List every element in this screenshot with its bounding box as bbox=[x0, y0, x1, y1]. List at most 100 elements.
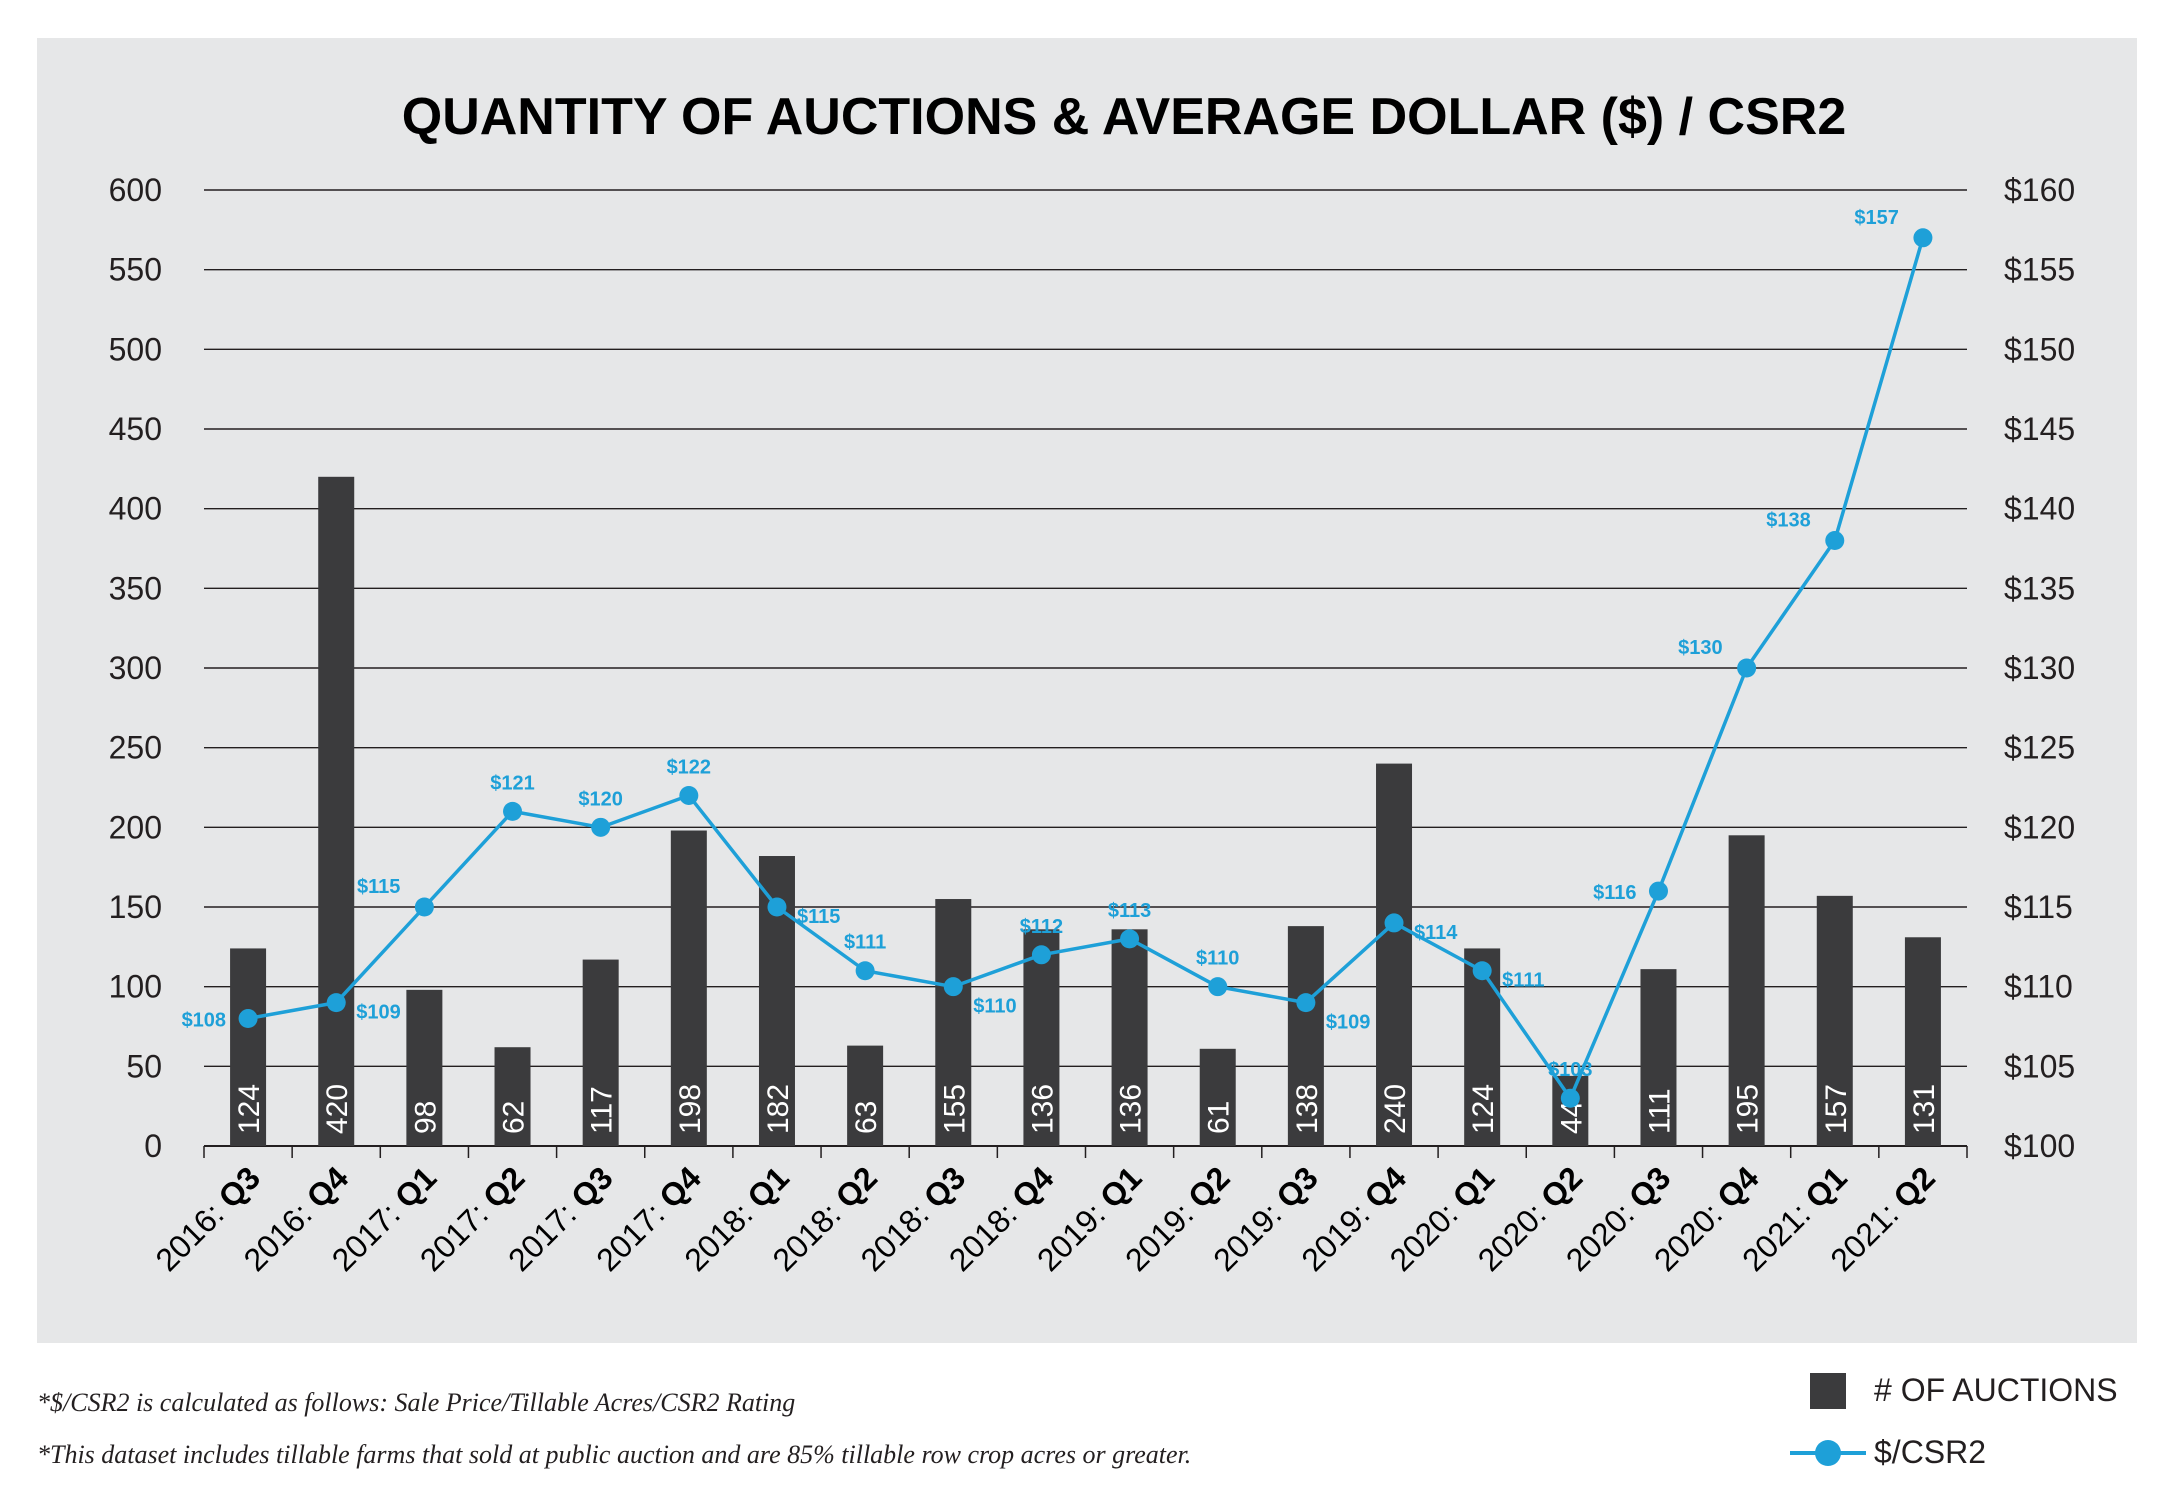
bar-value-label: 117 bbox=[586, 1086, 619, 1134]
bar bbox=[1376, 763, 1413, 1146]
legend-label-price: $/CSR2 bbox=[1874, 1434, 1987, 1470]
price-value-label: $115 bbox=[797, 906, 840, 928]
left-tick-label: 350 bbox=[109, 570, 162, 606]
price-point bbox=[1913, 228, 1933, 248]
left-tick-label: 200 bbox=[109, 809, 162, 845]
legend-label-auctions: # OF AUCTIONS bbox=[1874, 1372, 2118, 1408]
bar-value-label: 240 bbox=[1379, 1084, 1412, 1134]
bar-value-label: 61 bbox=[1203, 1101, 1236, 1134]
left-axis: 0 50 100 150 200 250 300 350 400 450 500 550 600 bbox=[109, 172, 162, 1164]
bar-value-label: 63 bbox=[850, 1101, 883, 1134]
bar bbox=[494, 1047, 531, 1146]
line-series: $108 $109$115$121$120$122$115$111$110$112… bbox=[182, 207, 1933, 1108]
bar-value-label: 195 bbox=[1732, 1084, 1765, 1134]
legend-item-auctions: # OF AUCTIONS bbox=[1810, 1372, 2118, 1409]
price-value-label: $103 bbox=[1548, 1059, 1593, 1081]
bar-value-label: 182 bbox=[762, 1084, 795, 1134]
price-point bbox=[1648, 881, 1668, 901]
price-value-label: $121 bbox=[490, 772, 535, 794]
price-value-label: $109 bbox=[1326, 1012, 1371, 1034]
left-tick-label: 450 bbox=[109, 411, 162, 447]
bar bbox=[230, 948, 267, 1146]
right-tick-label: $130 bbox=[2004, 650, 2075, 686]
price-point bbox=[238, 1009, 258, 1029]
left-tick-label: 150 bbox=[109, 889, 162, 925]
price-value-label: $157 bbox=[1854, 207, 1899, 229]
right-tick-label: $145 bbox=[2004, 411, 2075, 447]
price-point bbox=[1472, 961, 1492, 981]
bar bbox=[670, 830, 707, 1146]
left-tick-label: 400 bbox=[109, 491, 162, 527]
gridlines bbox=[204, 189, 1967, 1147]
bar-value-label: 136 bbox=[1115, 1084, 1148, 1134]
bar bbox=[1199, 1048, 1236, 1146]
price-value-label: $122 bbox=[667, 756, 712, 778]
price-point bbox=[1296, 993, 1316, 1013]
bar bbox=[318, 476, 355, 1146]
bar-value-label: 155 bbox=[938, 1084, 971, 1134]
right-tick-label: $140 bbox=[2004, 491, 2075, 527]
left-tick-label: 600 bbox=[109, 172, 162, 208]
bar-value-label: 98 bbox=[409, 1101, 442, 1134]
bar-value-label: 62 bbox=[498, 1101, 531, 1134]
bar-value-label: 124 bbox=[233, 1084, 266, 1134]
price-point bbox=[855, 961, 875, 981]
right-tick-label: $115 bbox=[2004, 889, 2073, 925]
bar bbox=[1464, 948, 1501, 1146]
price-point bbox=[414, 897, 434, 917]
right-tick-label: $150 bbox=[2004, 331, 2075, 367]
left-tick-label: 550 bbox=[109, 252, 162, 288]
right-axis: $100 $105 $110 $115 $120 $125 $130 $135 $140 $145… bbox=[2004, 172, 2075, 1164]
price-value-label: $115 bbox=[357, 876, 400, 898]
chart-title: QUANTITY OF AUCTIONS & AVERAGE DOLLAR ($… bbox=[402, 88, 1847, 146]
price-value-label: $111 bbox=[1502, 970, 1544, 992]
price-value-label: $110 bbox=[1196, 948, 1239, 970]
price-value-label: $114 bbox=[1414, 922, 1458, 944]
price-value-label: $138 bbox=[1766, 510, 1811, 532]
bar bbox=[1640, 969, 1677, 1146]
bar-value-label: 420 bbox=[321, 1084, 354, 1134]
price-point bbox=[1384, 913, 1404, 933]
price-point bbox=[326, 993, 346, 1013]
right-tick-label: $105 bbox=[2004, 1048, 2075, 1084]
price-point bbox=[1031, 945, 1051, 965]
price-point bbox=[1825, 531, 1845, 551]
left-tick-label: 500 bbox=[109, 331, 162, 367]
price-value-label: $120 bbox=[578, 788, 623, 810]
right-tick-label: $100 bbox=[2004, 1128, 2075, 1164]
bar-value-label: 157 bbox=[1820, 1084, 1853, 1134]
bar-value-label: 198 bbox=[674, 1084, 707, 1134]
price-point bbox=[679, 785, 699, 805]
left-tick-label: 100 bbox=[109, 969, 162, 1005]
left-tick-label: 300 bbox=[109, 650, 162, 686]
combo-chart: QUANTITY OF AUCTIONS & AVERAGE DOLLAR ($… bbox=[109, 88, 2076, 1278]
bar-swatch-icon bbox=[1810, 1372, 1846, 1409]
right-tick-label: $125 bbox=[2004, 730, 2075, 766]
left-tick-label: 50 bbox=[126, 1048, 162, 1084]
legend-item-price: $/CSR2 bbox=[1790, 1434, 1986, 1471]
price-line bbox=[247, 237, 1925, 1100]
right-tick-label: $160 bbox=[2004, 172, 2075, 208]
bar-value-label: 138 bbox=[1291, 1084, 1324, 1134]
left-tick-label: 0 bbox=[144, 1128, 162, 1164]
price-point bbox=[1560, 1088, 1580, 1108]
right-tick-label: $110 bbox=[2004, 969, 2073, 1005]
right-tick-label: $120 bbox=[2004, 809, 2075, 845]
price-value-label: $110 bbox=[973, 996, 1016, 1018]
line-marker-icon bbox=[1790, 1439, 1866, 1466]
price-point bbox=[943, 977, 963, 997]
price-value-label: $108 bbox=[182, 1010, 227, 1032]
price-value-label: $130 bbox=[1678, 637, 1723, 659]
footnote-dataset-scope: *This dataset includes tillable farms th… bbox=[37, 1440, 1192, 1469]
footnote-csr2-definition: *$/CSR2 is calculated as follows: Sale P… bbox=[37, 1388, 796, 1417]
bar bbox=[1287, 926, 1324, 1146]
price-point bbox=[767, 897, 787, 917]
bar-series: 124 420 98 62 117 198 182 63 155 136 136 61 138 240 12… bbox=[230, 476, 1941, 1146]
left-tick-label: 250 bbox=[109, 730, 162, 766]
bar bbox=[406, 989, 443, 1146]
price-value-label: $109 bbox=[356, 1002, 401, 1024]
bar bbox=[1111, 929, 1148, 1146]
bar bbox=[1728, 835, 1765, 1146]
price-value-label: $116 bbox=[1593, 882, 1636, 904]
